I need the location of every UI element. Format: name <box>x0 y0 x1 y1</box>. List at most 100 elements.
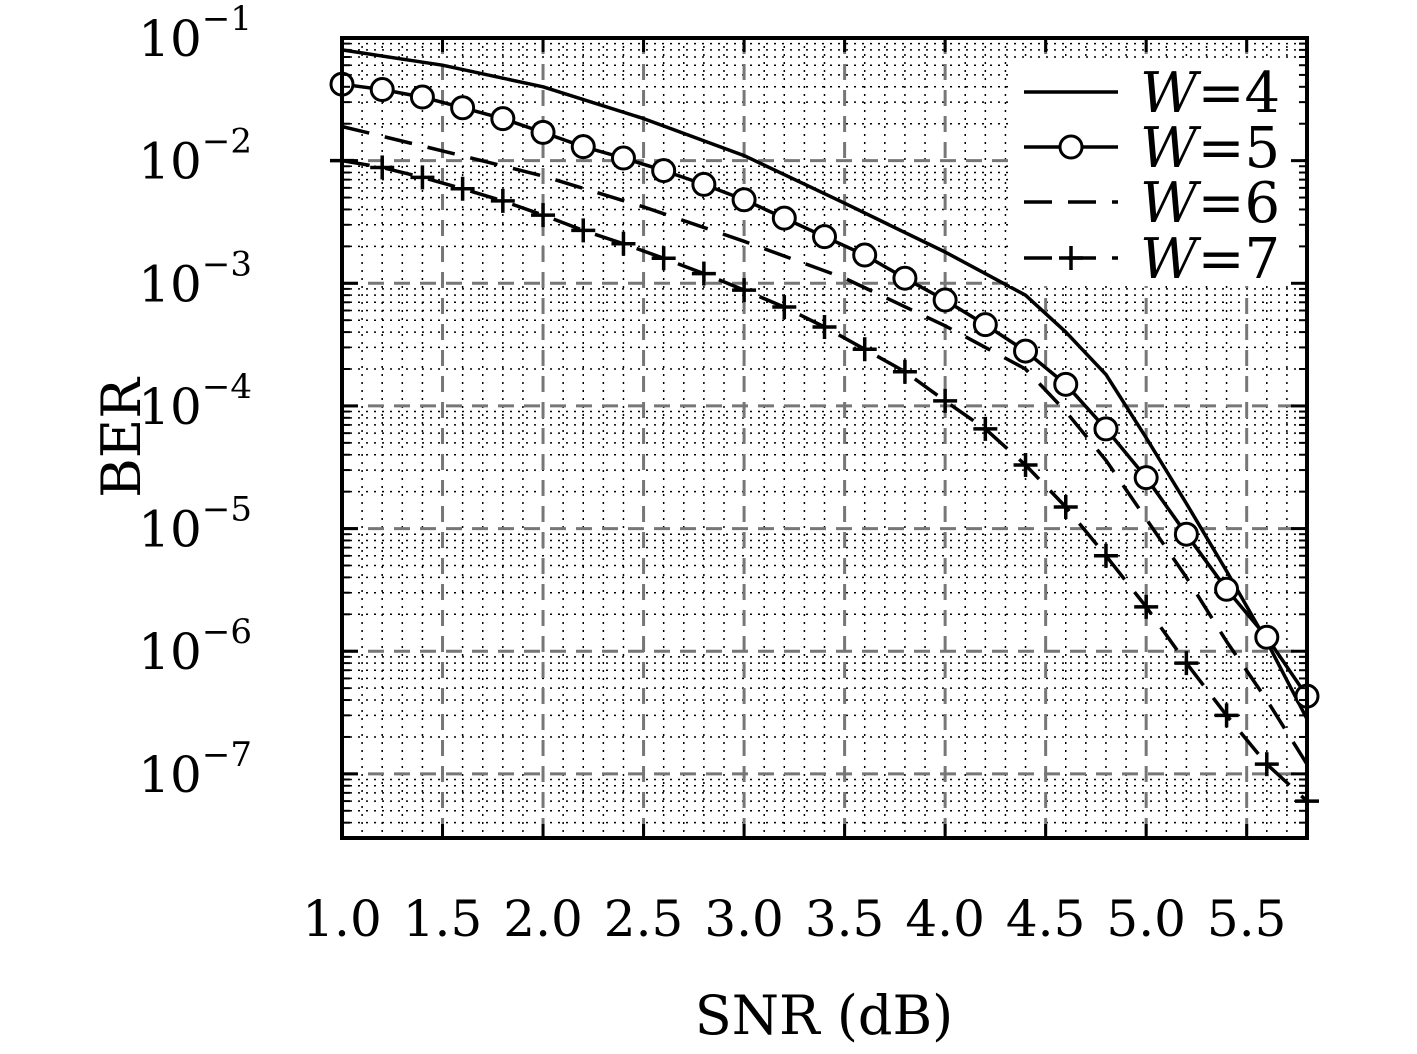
y-tick-exponent: −3 <box>202 244 252 284</box>
data-point <box>771 205 797 231</box>
data-point <box>932 287 958 313</box>
data-point <box>571 218 596 243</box>
data-point <box>1013 338 1039 364</box>
data-point <box>691 261 716 286</box>
series-line <box>341 48 1309 720</box>
y-tick-labels: 10−110−210−310−410−510−610−7 <box>138 0 252 804</box>
data-point <box>972 312 998 338</box>
x-tick-label: 3.5 <box>805 890 885 948</box>
x-tick-label: 5.5 <box>1207 890 1287 948</box>
data-point <box>852 337 877 362</box>
plot-frame <box>340 36 1309 840</box>
legend-label: W=6 <box>1140 171 1280 236</box>
legend-label: W=4 <box>1140 61 1280 126</box>
data-point <box>531 203 556 228</box>
data-point <box>651 158 677 184</box>
data-point <box>772 295 797 320</box>
axis-ticks <box>340 36 1307 839</box>
legend-entry-bg <box>1010 228 1300 286</box>
y-tick-exponent: −5 <box>202 490 252 530</box>
series-6 <box>341 124 1309 766</box>
legend-marker <box>1059 246 1083 270</box>
x-tick-label: 4.0 <box>905 890 985 948</box>
data-point <box>611 231 636 256</box>
data-point <box>651 246 676 271</box>
legend-label: W=5 <box>1140 116 1280 181</box>
data-point <box>1173 521 1199 547</box>
legend-entry: W=4 <box>1010 61 1300 126</box>
data-point <box>732 278 757 303</box>
data-point <box>1174 651 1199 676</box>
y-axis-label: BER <box>90 377 153 498</box>
data-point <box>812 224 837 250</box>
x-tick-labels: 1.0 1.5 2.0 2.5 3.0 3.5 4.0 4.5 5.0 5.5 <box>302 890 1286 948</box>
x-tick-label: 1.0 <box>302 890 382 948</box>
legend-label: W=7 <box>1140 227 1280 292</box>
legend-label-value: =4 <box>1198 61 1281 126</box>
data-point <box>490 188 515 213</box>
data-point <box>852 242 878 268</box>
data-point <box>610 145 636 171</box>
data-point <box>731 187 757 213</box>
legend-entry: W=6 <box>1010 171 1300 236</box>
minor-grid <box>342 38 1308 839</box>
data-point <box>1013 452 1038 477</box>
data-point <box>1254 624 1280 650</box>
legend-label-value: =5 <box>1198 116 1281 181</box>
series-line <box>341 124 1309 766</box>
legend-entry: W=5 <box>1010 116 1300 181</box>
y-tick-exponent: −4 <box>202 367 252 407</box>
data-point <box>410 165 435 190</box>
series-7 <box>330 148 1319 814</box>
data-point <box>370 155 395 180</box>
data-point <box>691 171 717 197</box>
data-point <box>1134 594 1159 619</box>
x-tick-label: 2.5 <box>604 890 684 948</box>
legend-marker <box>1058 134 1084 160</box>
x-tick-label: 1.5 <box>403 890 483 948</box>
data-point <box>892 265 918 291</box>
data-point <box>1133 465 1159 491</box>
legend-label-value: =6 <box>1198 171 1281 236</box>
legend-label-var: W <box>1140 61 1202 126</box>
x-axis-label: SNR (dB) <box>695 984 953 1047</box>
x-tick-label: 2.0 <box>503 890 583 948</box>
data-point <box>450 95 476 121</box>
series-layer <box>329 48 1320 814</box>
data-point <box>1053 371 1079 397</box>
data-point <box>1093 416 1119 442</box>
y-tick-exponent: −2 <box>202 122 252 162</box>
data-point <box>1214 576 1240 602</box>
x-tick-label: 4.5 <box>1006 890 1086 948</box>
y-tick-exponent: −1 <box>202 0 252 39</box>
data-point <box>1053 494 1078 519</box>
data-point <box>973 416 998 441</box>
y-tick-exponent: −6 <box>202 612 252 652</box>
legend: W=4W=5W=6W=7 <box>1010 61 1300 292</box>
data-point <box>1093 543 1118 568</box>
data-point <box>530 119 556 145</box>
series-4 <box>341 48 1309 720</box>
legend-label-var: W <box>1140 171 1202 236</box>
data-point <box>1214 703 1239 728</box>
legend-label-var: W <box>1140 227 1202 292</box>
y-tick-exponent: −7 <box>202 735 252 775</box>
y-tick-label: 10−5 <box>138 490 252 559</box>
series-5 <box>329 71 1320 709</box>
x-tick-label: 5.0 <box>1106 890 1186 948</box>
data-point <box>1254 752 1279 777</box>
legend-entry-bg <box>1010 172 1300 230</box>
data-point <box>933 388 958 413</box>
data-point <box>892 359 917 384</box>
legend-label-value: =7 <box>1198 227 1281 292</box>
data-point <box>450 176 475 201</box>
x-tick-label: 3.0 <box>704 890 784 948</box>
data-point <box>369 77 395 103</box>
data-point <box>409 84 435 110</box>
data-point <box>490 106 516 132</box>
data-point <box>570 134 596 160</box>
legend-entry: W=7 <box>1010 227 1300 292</box>
legend-label-var: W <box>1140 116 1202 181</box>
data-point <box>812 315 837 340</box>
